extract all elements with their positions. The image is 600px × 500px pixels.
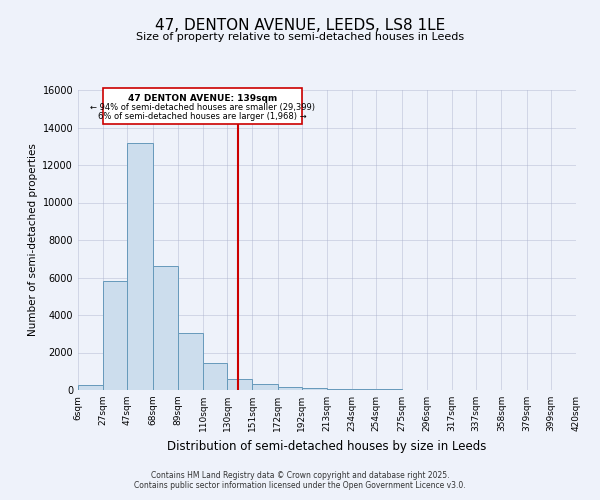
Text: Size of property relative to semi-detached houses in Leeds: Size of property relative to semi-detach… xyxy=(136,32,464,42)
Bar xyxy=(152,266,178,390)
Bar xyxy=(203,363,227,390)
Bar xyxy=(253,384,278,390)
Text: 47 DENTON AVENUE: 139sqm: 47 DENTON AVENUE: 139sqm xyxy=(128,94,277,103)
X-axis label: Distribution of semi-detached houses by size in Leeds: Distribution of semi-detached houses by … xyxy=(167,440,487,452)
Text: 47, DENTON AVENUE, LEEDS, LS8 1LE: 47, DENTON AVENUE, LEEDS, LS8 1LE xyxy=(155,18,445,32)
Bar xyxy=(103,281,127,390)
FancyBboxPatch shape xyxy=(103,88,302,124)
Bar xyxy=(327,388,352,390)
Bar xyxy=(278,387,302,390)
Bar xyxy=(352,389,376,390)
Bar xyxy=(302,388,327,390)
Text: Contains HM Land Registry data © Crown copyright and database right 2025.: Contains HM Land Registry data © Crown c… xyxy=(151,470,449,480)
Bar xyxy=(127,142,152,390)
Text: Contains public sector information licensed under the Open Government Licence v3: Contains public sector information licen… xyxy=(134,480,466,490)
Bar xyxy=(227,379,253,390)
Y-axis label: Number of semi-detached properties: Number of semi-detached properties xyxy=(28,144,38,336)
Text: 6% of semi-detached houses are larger (1,968) →: 6% of semi-detached houses are larger (1… xyxy=(98,112,307,120)
Bar xyxy=(78,385,103,390)
Text: ← 94% of semi-detached houses are smaller (29,399): ← 94% of semi-detached houses are smalle… xyxy=(90,103,315,112)
Bar xyxy=(178,333,203,390)
